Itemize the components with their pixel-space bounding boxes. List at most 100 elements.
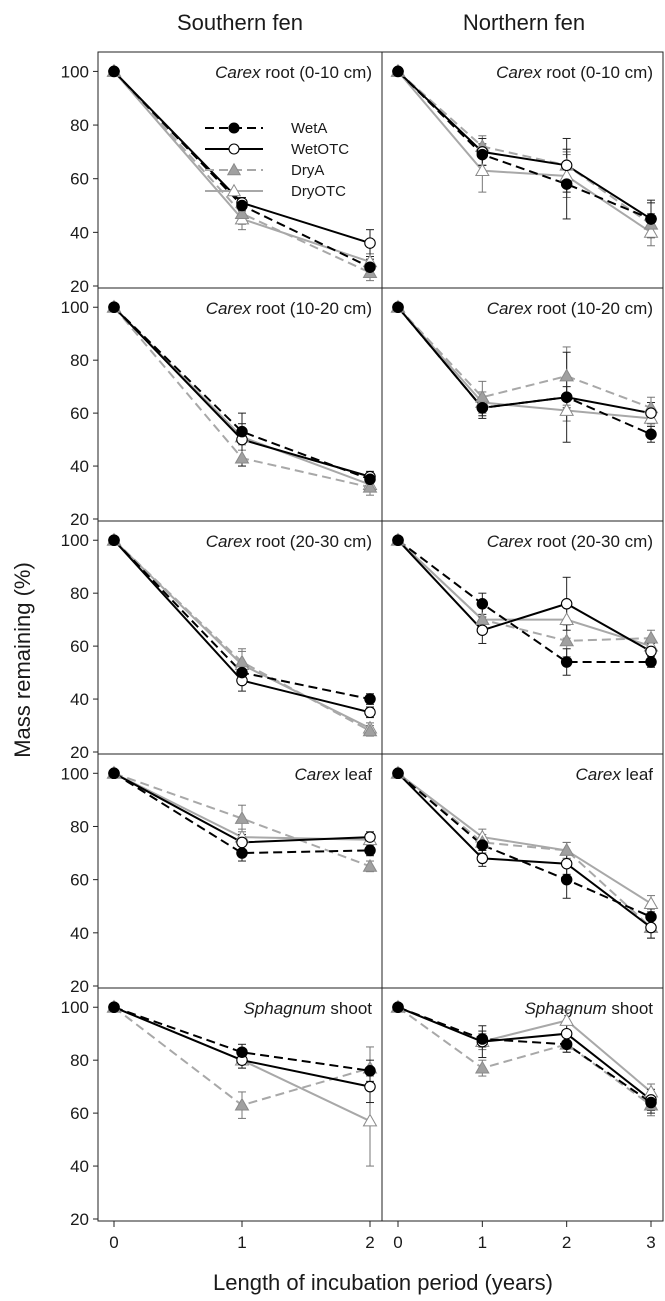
data-point-WetOTC bbox=[364, 1080, 376, 1093]
x-axis-label: Length of incubation period (years) bbox=[213, 1270, 553, 1295]
y-tick-label: 20 bbox=[70, 977, 89, 996]
panel-frame bbox=[381, 987, 664, 1222]
y-tick-label: 20 bbox=[70, 1210, 89, 1229]
panel-frame bbox=[97, 520, 383, 755]
data-point-DryOTC bbox=[559, 612, 575, 626]
data-point-DryA bbox=[362, 479, 378, 493]
panel-title-detail: root (0-10 cm) bbox=[261, 63, 372, 82]
data-point-WetOTC bbox=[645, 645, 657, 658]
series-line-WetA bbox=[113, 772, 371, 855]
y-tick-label: 20 bbox=[70, 277, 89, 296]
data-point-WetA bbox=[364, 693, 376, 705]
series-line-DryOTC bbox=[397, 306, 652, 420]
data-point-WetA bbox=[236, 425, 248, 438]
data-point-WetA bbox=[236, 666, 248, 679]
panel-frame bbox=[381, 51, 664, 289]
panel-title: Sphagnum shoot bbox=[524, 999, 653, 1018]
data-point-WetOTC bbox=[364, 706, 376, 719]
legend-item-WetOTC: WetOTC bbox=[205, 141, 349, 158]
panel-title-taxon: Carex bbox=[576, 765, 622, 784]
panel-northern-0-10: Carex root (0-10 cm) bbox=[381, 51, 664, 289]
y-tick-label: 60 bbox=[70, 1104, 89, 1123]
data-point-WetA bbox=[108, 767, 120, 780]
data-point-WetA bbox=[476, 402, 489, 414]
panel-frame bbox=[381, 753, 664, 989]
data-point-WetA bbox=[364, 1065, 376, 1077]
panel-title-detail: leaf bbox=[340, 765, 372, 784]
data-point-WetA bbox=[560, 656, 573, 668]
series-line-WetA bbox=[397, 539, 651, 663]
panel-title-taxon: Carex bbox=[295, 765, 341, 784]
legend-label: WetOTC bbox=[291, 141, 349, 158]
series-line-DryOTC bbox=[113, 70, 371, 263]
y-tick-label: 60 bbox=[70, 404, 89, 423]
legend-item-DryOTC: DryOTC bbox=[205, 183, 346, 200]
data-point-WetOTC bbox=[476, 852, 489, 865]
y-axis-label: Mass remaining (%) bbox=[10, 562, 35, 758]
x-tick-label: 1 bbox=[478, 1233, 487, 1252]
data-point-DryOTC bbox=[474, 163, 490, 177]
data-point-WetA bbox=[364, 261, 376, 273]
series-line-DryA bbox=[113, 70, 371, 274]
y-tick-label: 40 bbox=[70, 924, 89, 943]
data-point-DryA bbox=[362, 858, 378, 872]
data-point-DryOTC bbox=[559, 1012, 575, 1026]
panel-title-detail: root (20-30 cm) bbox=[251, 532, 372, 551]
x-tick-label: 0 bbox=[393, 1233, 402, 1252]
panel-title: Carex leaf bbox=[576, 765, 654, 784]
data-point-WetA bbox=[560, 391, 573, 403]
series-line-WetA bbox=[113, 306, 371, 481]
data-point-WetA bbox=[364, 844, 376, 857]
data-point-WetA bbox=[364, 473, 376, 486]
y-tick-label: 60 bbox=[70, 637, 89, 656]
series-line-DryA bbox=[397, 306, 652, 409]
panel-title: Carex root (10-20 cm) bbox=[206, 299, 372, 318]
data-point-WetA bbox=[236, 199, 248, 212]
y-tick-label: 100 bbox=[61, 998, 89, 1017]
x-tick-label: 1 bbox=[237, 1233, 246, 1252]
panel-title: Carex leaf bbox=[295, 765, 373, 784]
legend-label: WetA bbox=[291, 120, 327, 137]
panel-southern-0-10: 20 40 60 80 100 Carex root (0-10 cm) bbox=[61, 51, 383, 296]
data-point-WetA bbox=[645, 911, 657, 923]
series-line-WetOTC bbox=[397, 772, 652, 929]
data-point-WetA bbox=[645, 1096, 657, 1109]
y-tick-label: 60 bbox=[70, 170, 89, 189]
y-tick-label: 40 bbox=[70, 457, 89, 476]
data-point-WetOTC bbox=[364, 237, 376, 249]
data-point-DryA bbox=[234, 450, 250, 464]
data-point-WetOTC bbox=[560, 1027, 573, 1040]
legend-label: DryOTC bbox=[291, 183, 346, 200]
data-point-DryA bbox=[559, 633, 575, 647]
data-point-WetA bbox=[108, 65, 120, 78]
legend-item-WetA: WetA bbox=[205, 120, 327, 137]
series-line-WetA bbox=[113, 1006, 371, 1072]
data-point-WetA bbox=[560, 178, 573, 190]
panel-title: Carex root (20-30 cm) bbox=[487, 532, 653, 551]
series-line-DryA bbox=[397, 70, 652, 226]
y-tick-label: 100 bbox=[61, 764, 89, 783]
panel-title-taxon: Carex bbox=[487, 299, 533, 318]
data-point-WetA bbox=[108, 1001, 120, 1013]
data-point-DryA bbox=[234, 1097, 250, 1111]
data-point-DryOTC bbox=[643, 896, 659, 909]
series-line-DryA bbox=[397, 539, 652, 642]
data-point-WetA bbox=[392, 534, 404, 546]
y-tick-label: 40 bbox=[70, 690, 89, 709]
panel-title: Carex root (20-30 cm) bbox=[206, 532, 372, 551]
series-line-WetOTC bbox=[397, 306, 652, 415]
series-line-DryA bbox=[113, 772, 371, 868]
panel-northern-10-20: Carex root (10-20 cm) bbox=[381, 287, 664, 522]
series-line-DryOTC bbox=[397, 1006, 652, 1093]
y-tick-label: 20 bbox=[70, 743, 89, 762]
panel-frame bbox=[97, 287, 383, 522]
legend-marker bbox=[228, 122, 240, 134]
data-point-DryA bbox=[559, 368, 575, 382]
panel-title-detail: shoot bbox=[326, 999, 373, 1018]
y-tick-label: 100 bbox=[61, 298, 89, 317]
data-point-WetA bbox=[108, 301, 120, 313]
data-point-WetOTC bbox=[476, 624, 489, 636]
panel-title: Sphagnum shoot bbox=[243, 999, 372, 1018]
y-tick-label: 80 bbox=[70, 817, 89, 836]
